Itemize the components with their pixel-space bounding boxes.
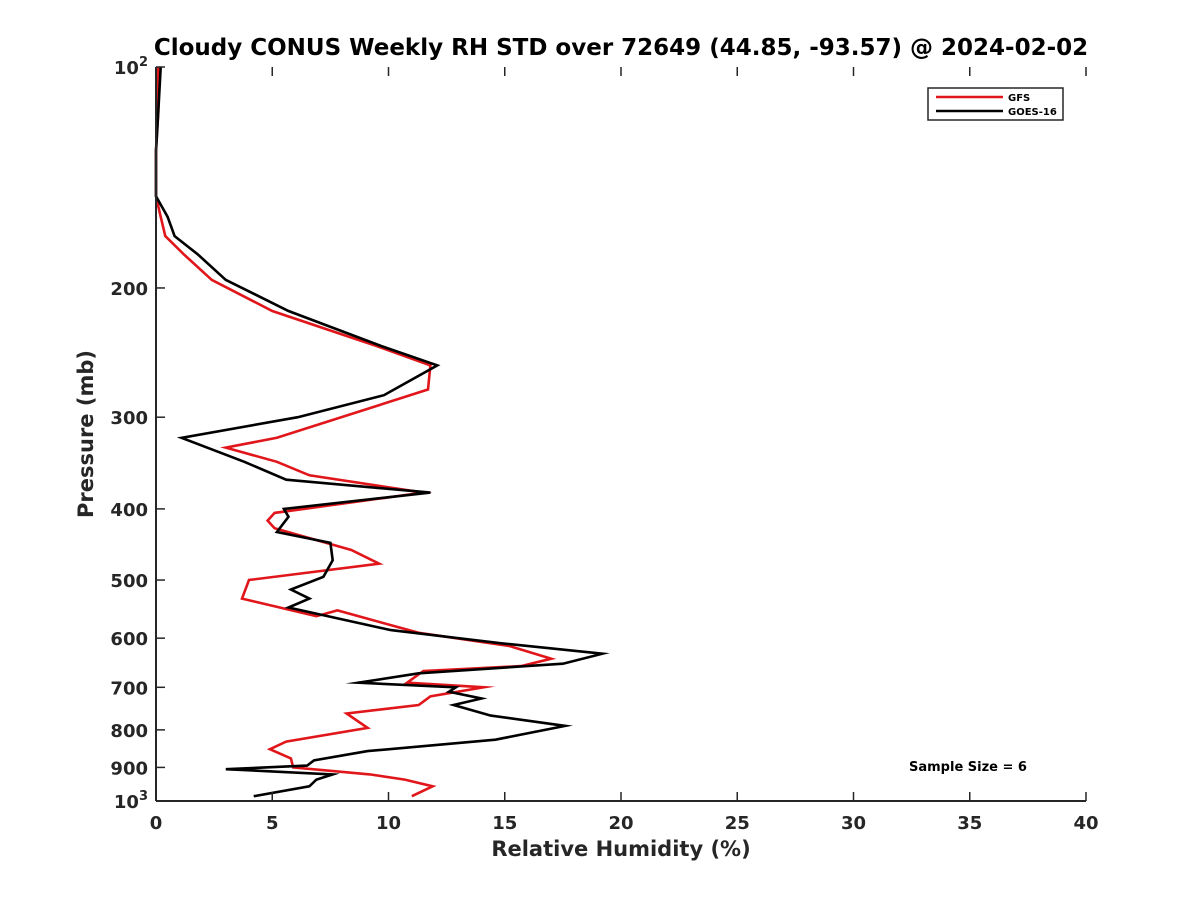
series-group <box>154 66 610 798</box>
x-tick-label-3: 15 <box>492 813 517 834</box>
x-tick-label-5: 25 <box>725 813 750 834</box>
chart-title: Cloudy CONUS Weekly RH STD over 72649 (4… <box>154 35 1088 61</box>
plot-area: 0 5 10 15 20 25 30 35 40 102 200 300 400 500 600 700 80… <box>110 55 1098 834</box>
y-tick-label-7: 800 <box>110 721 148 742</box>
legend-entries: GFS GOES-16 <box>936 93 1057 118</box>
x-tick-label-6: 30 <box>841 813 866 834</box>
x-tick-label-4: 20 <box>608 813 633 834</box>
legend-label-0: GFS <box>1008 93 1030 104</box>
x-ticks: 0 5 10 15 20 25 30 35 40 <box>150 67 1099 834</box>
legend-box <box>927 87 1064 121</box>
x-tick-label-7: 35 <box>957 813 982 834</box>
sample-size-annotation: Sample Size = 6 <box>909 760 1027 775</box>
y-tick-label-2: 300 <box>110 408 148 429</box>
x-tick-label-0: 0 <box>150 813 163 834</box>
y-tick-label-6: 700 <box>110 678 148 699</box>
x-tick-label-1: 5 <box>266 813 279 834</box>
x-axis-label: Relative Humidity (%) <box>491 837 750 861</box>
y-tick-label-1: 200 <box>110 279 148 300</box>
series-line-0 <box>154 67 557 798</box>
x-tick-label-2: 10 <box>376 813 401 834</box>
y-ticks: 102 200 300 400 500 600 700 800 900 103 <box>110 55 165 813</box>
legend-label-1: GOES-16 <box>1008 107 1057 118</box>
x-tick-label-8: 40 <box>1073 813 1098 834</box>
y-tick-label-3: 400 <box>110 500 148 521</box>
y-tick-label-9: 103 <box>114 789 148 813</box>
y-tick-label-0: 102 <box>114 55 148 79</box>
series-line-1 <box>154 66 610 798</box>
y-tick-label-4: 500 <box>110 571 148 592</box>
y-tick-label-5: 600 <box>110 629 148 650</box>
legend: GFS GOES-16 <box>927 87 1064 121</box>
y-tick-label-8: 900 <box>110 758 148 779</box>
y-axis-label: Pressure (mb) <box>74 350 98 518</box>
